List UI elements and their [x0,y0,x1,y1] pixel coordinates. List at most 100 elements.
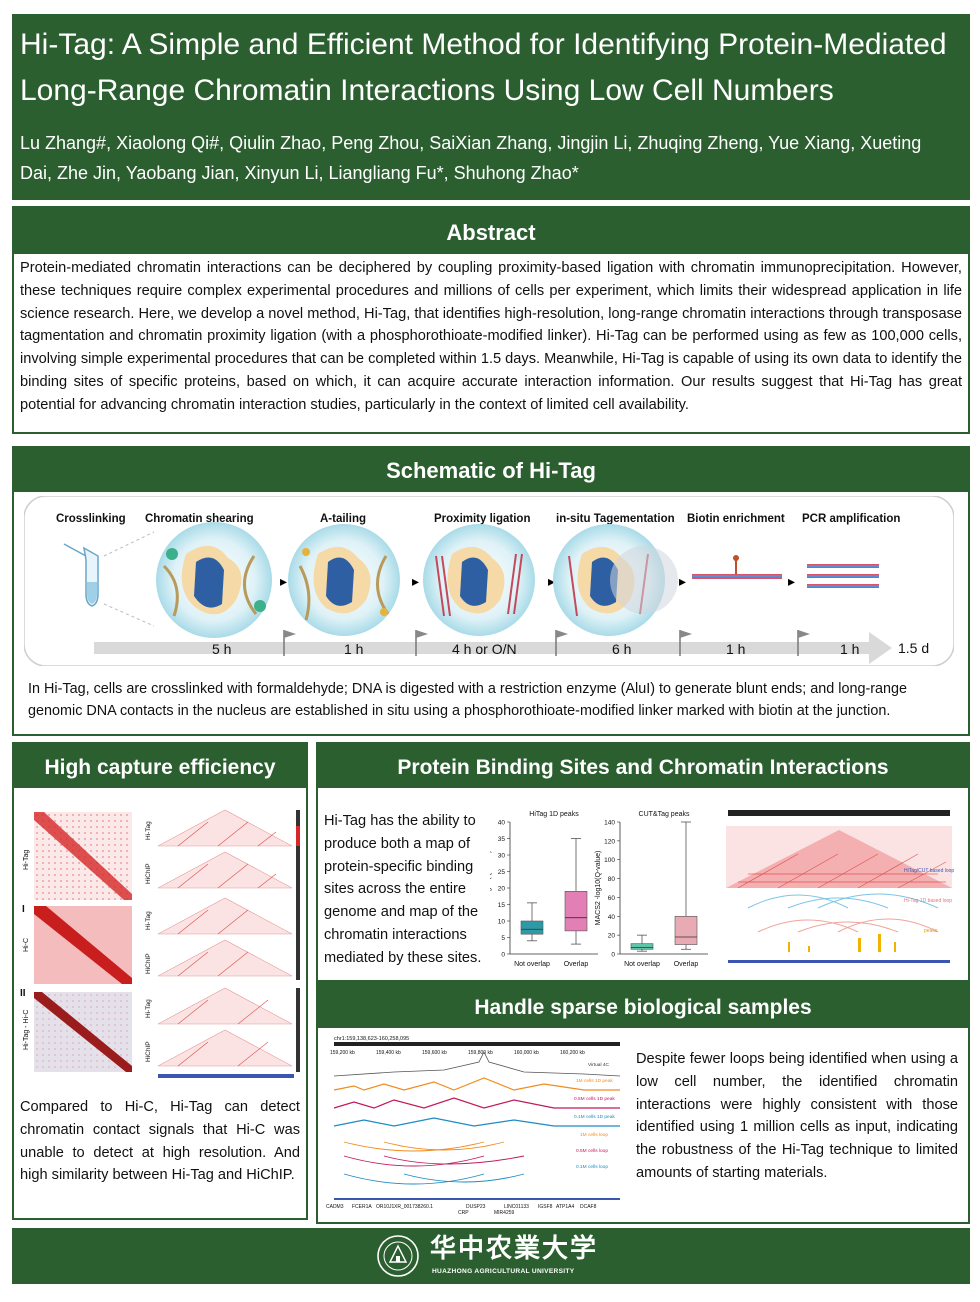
time-tagmentation: 6 h [612,641,631,657]
sparse-panel: Handle sparse biological samples chr1:15… [316,982,970,1224]
track-label-5: Hi-Tag [145,999,152,1018]
y-axis-label: MACS2 -log10(Q-value) [490,851,492,926]
step-label-tagmentation: in-situ Tagementation [556,513,675,525]
schematic-caption: In Hi-Tag, cells are crosslinked with fo… [28,681,908,719]
step-label-pcr: PCR amplification [802,513,900,525]
y-tick-label: 40 [498,820,506,827]
box [564,891,588,932]
tick-2: 159,400 kb [376,1050,401,1056]
sparse-browser-figure: chr1:159,138,623-160,258,095 159,200 kb … [326,1036,621,1216]
abstract-panel: Abstract Protein-mediated chromatin inte… [12,206,970,434]
y-tick-label: 25 [498,869,506,876]
gene-3: OR10J1 [376,1204,395,1210]
heatmap-hic [34,906,132,984]
time-pcr: 1 h [840,641,859,657]
arrow-3: ▸ [548,573,555,589]
track-1m-loop: 1M cells loop [580,1132,608,1138]
gene-8: MIR4259 [494,1210,515,1216]
cell-ligation-icon [423,524,535,636]
y-axis-label: MACS2 -log10(Q-value) [595,851,602,926]
schematic-heading: Schematic of Hi-Tag [14,448,968,492]
box [520,920,544,935]
abstract-text: Protein-mediated chromatin interactions … [20,260,962,413]
heatmap-diff [34,992,132,1072]
y-tick-label: 0 [501,952,505,959]
authors-line1: Lu Zhang#, Xiaolong Qi#, Qiulin Zhao, Pe… [20,133,922,153]
y-tick-label: 0 [611,952,615,959]
time-enrichment: 1 h [726,641,745,657]
binding-panel: Protein Binding Sites and Chromatin Inte… [316,742,970,982]
track-label-1: Hi-Tag [145,821,152,840]
step-label-atailing: A-tailing [320,513,366,525]
capture-heading: High capture efficiency [14,744,306,788]
y-tick-label: 5 [501,935,505,942]
capture-figure: Hi-Tag Hi-C Hi-Tag - Hi-C I II [18,796,304,1082]
abstract-heading: Abstract [14,208,968,254]
tick-3: 159,600 kb [422,1050,447,1056]
step-label-shearing: Chromatin shearing [145,513,254,525]
sparse-coord: chr1:159,138,623-160,258,095 [334,1036,409,1042]
legend-1d-loop: Hi-Tag 1D based loop [904,898,952,904]
step-label-enrichment: Biotin enrichment [687,513,785,525]
track-label-3: Hi-Tag [145,911,152,930]
schematic-figure: Crosslinking Chromatin shearing A-tailin… [23,495,955,667]
box [674,915,698,945]
arrow-2: ▸ [412,573,419,589]
sparse-text: Despite fewer loops being identified whe… [636,1051,958,1181]
track-01m-peak: 0.1M cells 1D peak [574,1114,615,1120]
poster-title-line1: Hi-Tag: A Simple and Efficient Method fo… [20,28,947,61]
gene-11: DCAF8 [580,1204,597,1210]
y-tick-label: 140 [604,820,615,827]
boxplot-hitag: HiTag 1D peaks 0 5 10 15 20 25 30 35 40 MACS2 -log… [490,811,598,968]
track-05m-loop: 0.5M cells loop [576,1148,608,1154]
poster-header: Hi-Tag: A Simple and Efficient Method fo… [12,14,970,200]
binding-text: Hi-Tag has the ability to produce both a… [324,813,482,966]
category-label: Overlap [564,961,589,968]
cell-crosslinking-icon [156,522,272,638]
y-tick-label: 35 [498,836,506,843]
y-tick-label: 15 [498,902,506,909]
y-tick-label: 20 [608,933,616,940]
gene-2: FCER1A [352,1204,372,1210]
y-tick-label: 80 [608,876,616,883]
legend-cut-loop: HiTag/CUT based loop [904,868,954,874]
boxplot-title: CUT&Tag peaks [639,811,690,818]
university-name-en: HUAZHONG AGRICULTURAL UNIVERSITY [432,1268,575,1275]
pcr-fragments-icon [807,564,879,588]
arrow-1: ▸ [280,573,287,589]
gene-5: DUSP23 [466,1204,486,1210]
timeline: 5 h 1 h 4 h or O/N 6 h 1 h 1 h 1.5 d [94,630,929,664]
sparse-heading: Handle sparse biological samples [318,984,968,1028]
tick-1: 159,200 kb [330,1050,355,1056]
poster-title-line2: Long-Range Chromatin Interactions Using … [20,74,834,107]
authors-line2: Dai, Zhe Jin, Yaobang Jian, Xinyun Li, L… [20,163,579,183]
track-01m-loop: 0.1M cells loop [576,1164,608,1170]
roman-1: I [22,904,25,915]
cell-shearing-icon [288,524,400,636]
boxplot-title: HiTag 1D peaks [529,811,579,818]
legend-peaks: peaks [924,928,938,934]
binding-browser-figure: HiTag/CUT based loop Hi-Tag 1D based loo… [726,810,954,963]
poster-footer: 华中农業大学 HUAZHONG AGRICULTURAL UNIVERSITY [12,1228,970,1284]
arrow-4: ▸ [679,573,686,589]
university-seal-icon [377,1235,419,1277]
track-label-6: HiChIP [145,1041,152,1062]
tick-6: 160,200 kb [560,1050,585,1056]
time-total: 1.5 d [898,640,929,656]
time-crosslinking: 5 h [212,641,231,657]
capture-panel: High capture efficiency [12,742,308,1220]
time-shearing: 1 h [344,641,363,657]
binding-heading: Protein Binding Sites and Chromatin Inte… [318,744,968,788]
gene-1: CADM3 [326,1204,344,1210]
track-label-4: HiChIP [145,953,152,974]
triangle-tracks [157,809,300,1078]
boxplot-cuttag: CUT&Tag peaks 0 20 40 60 80 100 120 140 MACS2 -lo… [595,811,708,968]
gene-6: CRP [458,1210,469,1216]
step-label-crosslinking: Crosslinking [56,513,126,525]
y-tick-label: 120 [604,838,615,845]
biotin-fragment-icon [692,555,782,579]
university-name-cn: 华中农業大学 [430,1234,599,1264]
gene-9: IGSF8 [538,1204,553,1210]
capture-text: Compared to Hi-C, Hi-Tag can detect chro… [20,1099,300,1184]
map-label-diff: Hi-Tag - Hi-C [23,1010,30,1050]
